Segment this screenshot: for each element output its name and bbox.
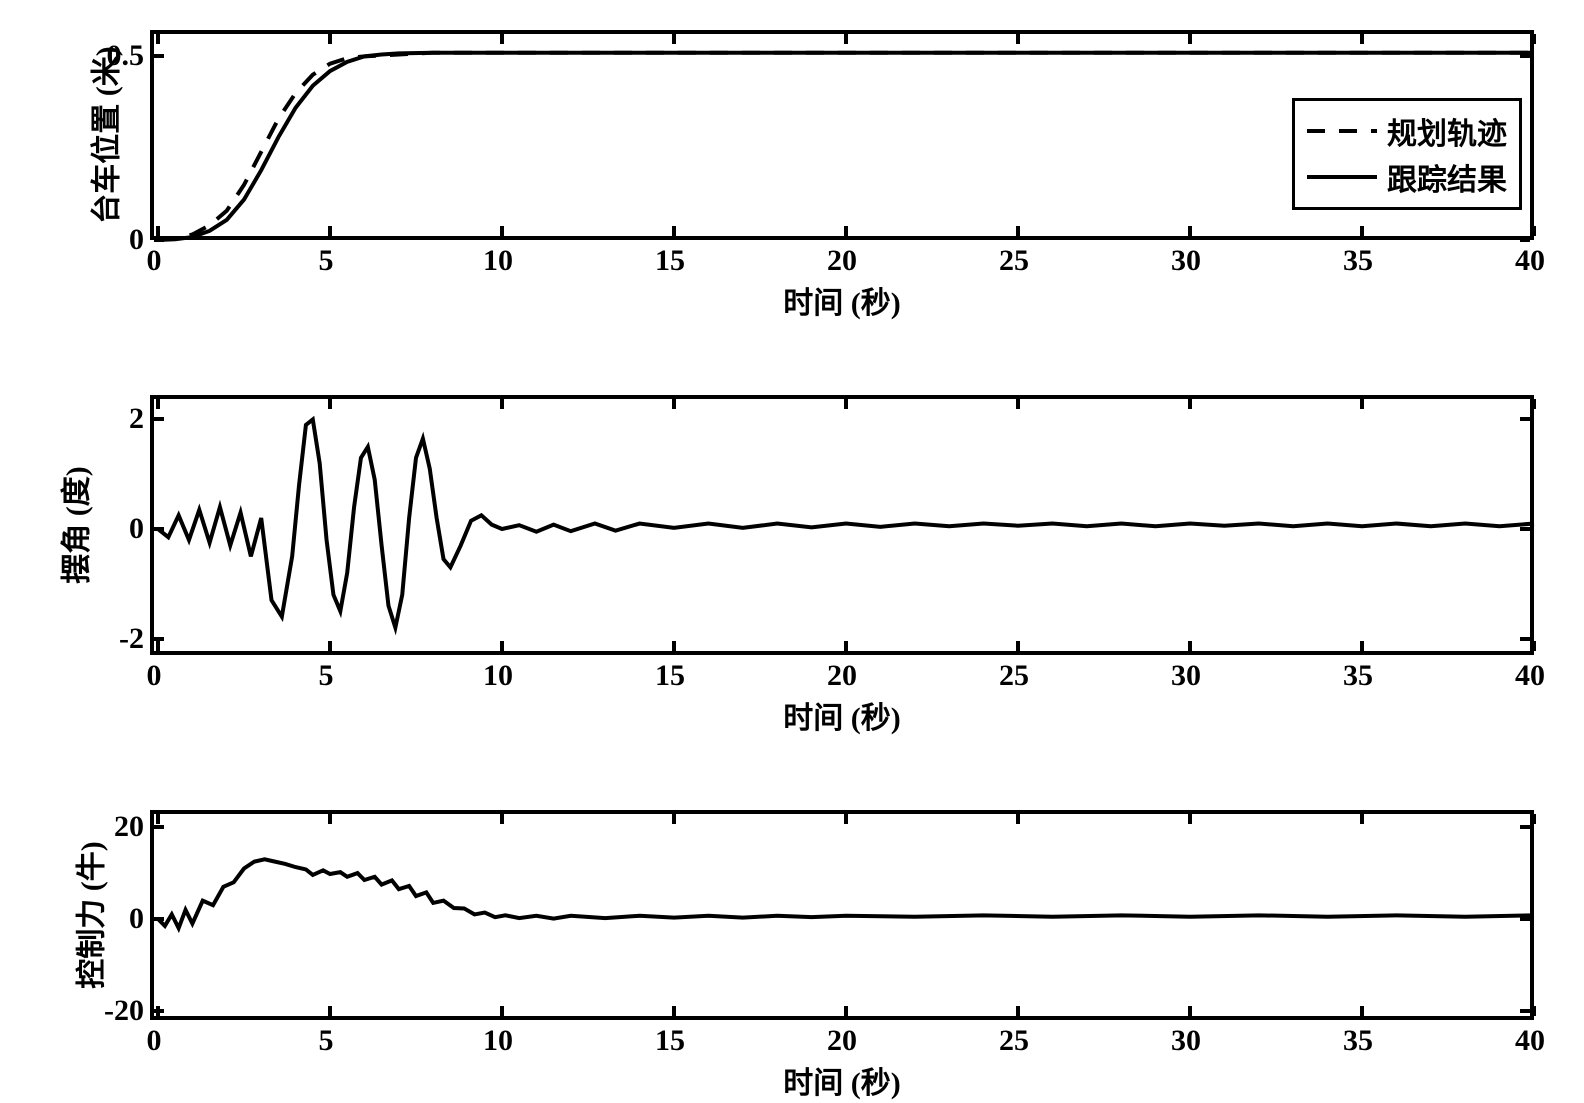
xtick-label: 40 (1515, 244, 1545, 278)
legend-row: 规划轨迹 (1307, 109, 1507, 153)
ytick-label: 0 (129, 512, 144, 546)
xtick-label: 5 (319, 244, 334, 278)
xtick-label: 25 (999, 1024, 1029, 1058)
xtick-label: 40 (1515, 659, 1545, 693)
xtick-label: 5 (319, 659, 334, 693)
legend-swatch (1307, 121, 1377, 141)
legend: 规划轨迹跟踪结果 (1292, 98, 1522, 210)
ylabel-position: 台车位置 (米) (82, 46, 126, 223)
ytick-label: 2 (129, 402, 144, 436)
xtick-label: 15 (655, 659, 685, 693)
xtick-label: 5 (319, 1024, 334, 1058)
curve-force (158, 859, 1534, 928)
panel-force: -20020控制力 (牛)时间 (秒)0510152025303540 (150, 810, 1534, 1020)
xtick-label: 10 (483, 659, 513, 693)
xtick-label: 0 (147, 659, 162, 693)
xtick-label: 35 (1343, 659, 1373, 693)
xtick-label: 15 (655, 1024, 685, 1058)
xtick-label: 25 (999, 659, 1029, 693)
legend-label: 规划轨迹 (1387, 109, 1507, 153)
panel-angle: -202摆角 (度)时间 (秒)0510152025303540 (150, 395, 1534, 655)
xtick-label: 0 (147, 244, 162, 278)
xtick-label: 0 (147, 1024, 162, 1058)
curves-force (158, 818, 1534, 1020)
xtick-label: 20 (827, 1024, 857, 1058)
figure: 00.5规划轨迹跟踪结果台车位置 (米)时间 (秒)05101520253035… (0, 0, 1584, 1103)
xtick-label: 40 (1515, 1024, 1545, 1058)
xtick-label: 35 (1343, 1024, 1373, 1058)
ytick-label: 0 (129, 223, 144, 257)
xtick-label: 25 (999, 244, 1029, 278)
xtick-label: 30 (1171, 659, 1201, 693)
xtick-label: 20 (827, 659, 857, 693)
plot-area-position: 00.5规划轨迹跟踪结果 (150, 30, 1534, 240)
ytick-label: -2 (119, 622, 144, 656)
curve-swing (158, 419, 1534, 627)
legend-swatch (1307, 167, 1377, 187)
xlabel-position: 时间 (秒) (783, 278, 900, 322)
xlabel-force: 时间 (秒) (783, 1058, 900, 1102)
xtick-label: 10 (483, 1024, 513, 1058)
ytick-label: 0 (129, 902, 144, 936)
xtick-label: 30 (1171, 1024, 1201, 1058)
xtick-label: 10 (483, 244, 513, 278)
legend-label: 跟踪结果 (1387, 155, 1507, 199)
ytick-label: -20 (104, 994, 144, 1028)
plot-area-angle: -202 (150, 395, 1534, 655)
xtick-label: 20 (827, 244, 857, 278)
legend-row: 跟踪结果 (1307, 155, 1507, 199)
xtick-label: 30 (1171, 244, 1201, 278)
ylabel-angle: 摆角 (度) (52, 466, 96, 583)
ylabel-force: 控制力 (牛) (67, 841, 111, 988)
xtick-label: 15 (655, 244, 685, 278)
ytick-label: 20 (114, 810, 144, 844)
xlabel-angle: 时间 (秒) (783, 693, 900, 737)
xtick-label: 35 (1343, 244, 1373, 278)
plot-area-force: -20020 (150, 810, 1534, 1020)
curves-angle (158, 403, 1534, 655)
panel-position: 00.5规划轨迹跟踪结果台车位置 (米)时间 (秒)05101520253035… (150, 30, 1534, 240)
